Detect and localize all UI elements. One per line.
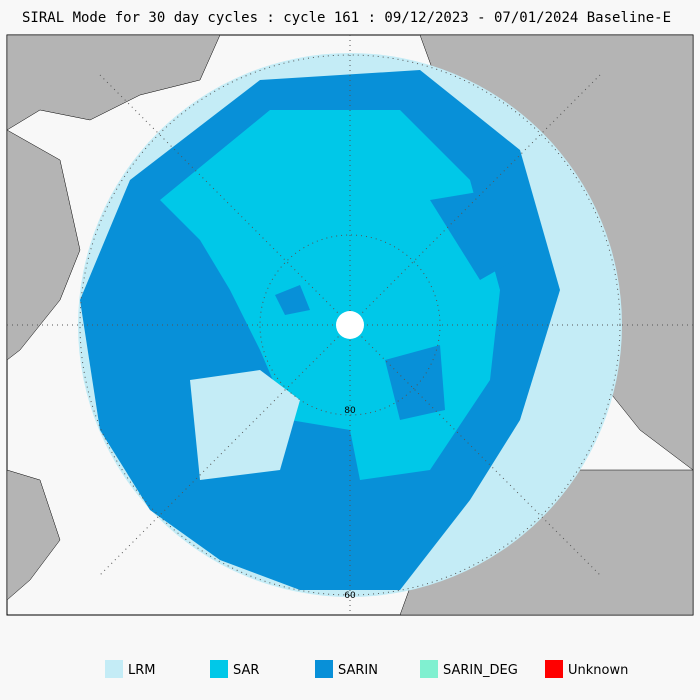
legend-label: LRM	[128, 663, 156, 678]
legend-swatch	[105, 660, 123, 678]
legend-label: SAR	[233, 663, 259, 678]
legend-swatch	[420, 660, 438, 678]
land	[6, 469, 61, 601]
sarin-zone	[275, 285, 310, 315]
legend-label: Unknown	[568, 663, 628, 678]
lat-label: 60	[344, 591, 356, 601]
map: 80 60	[6, 34, 694, 616]
land	[6, 129, 81, 361]
lrm-zone	[560, 365, 600, 415]
title: SIRAL Mode for 30 day cycles : cycle 161…	[22, 10, 671, 26]
lrm-zone	[190, 370, 300, 480]
land	[6, 34, 221, 131]
legend-swatch	[545, 660, 563, 678]
legend-label: SARIN_DEG	[443, 663, 518, 678]
sarin-zone	[385, 345, 445, 420]
pole-hole	[336, 311, 364, 339]
legend-label: SARIN	[338, 663, 378, 678]
legend-swatch	[315, 660, 333, 678]
lat-label: 80	[344, 406, 356, 416]
sarin-zone	[430, 190, 515, 280]
legend: LRM SAR SARIN SARIN_DEG Unknown	[105, 660, 628, 678]
legend-swatch	[210, 660, 228, 678]
